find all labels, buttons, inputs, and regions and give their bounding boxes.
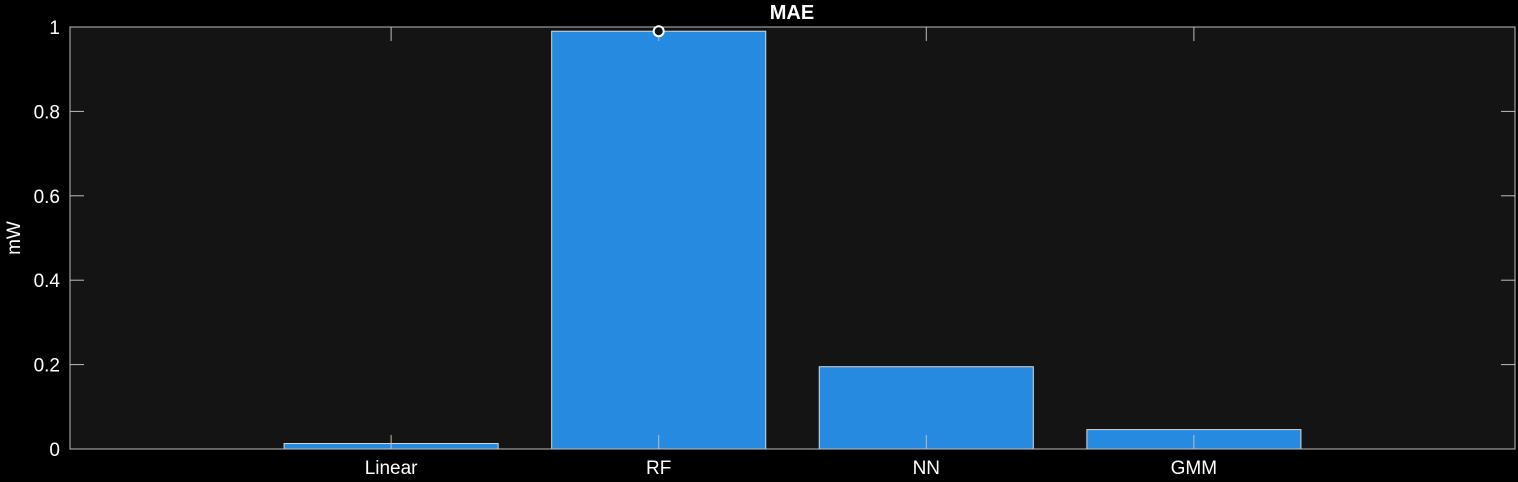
y-tick-label: 0.4 <box>34 271 61 292</box>
axes-group: 0 0.2 0.4 0.6 0.8 1 Linear RF NN GMM <box>34 18 1516 479</box>
y-tick-label: 0.8 <box>34 102 60 123</box>
chart-title: MAE <box>770 2 814 24</box>
bar-rf <box>551 30 767 450</box>
axes-background <box>70 27 1515 449</box>
y-axis-label: mW <box>4 221 25 255</box>
x-tick-label-gmm: GMM <box>1171 458 1217 477</box>
y-tick-label: 1 <box>49 18 60 39</box>
y-tick-label: 0.6 <box>34 187 60 208</box>
x-tick-label-rf: RF <box>646 458 671 477</box>
data-point-marker[interactable] <box>652 25 665 38</box>
x-tick-label-linear: Linear <box>365 458 418 477</box>
axes-box <box>69 26 1516 450</box>
y-tick-label: 0.2 <box>34 356 60 377</box>
x-tick-label-nn: NN <box>913 458 940 477</box>
y-tick-label: 0 <box>49 440 60 461</box>
